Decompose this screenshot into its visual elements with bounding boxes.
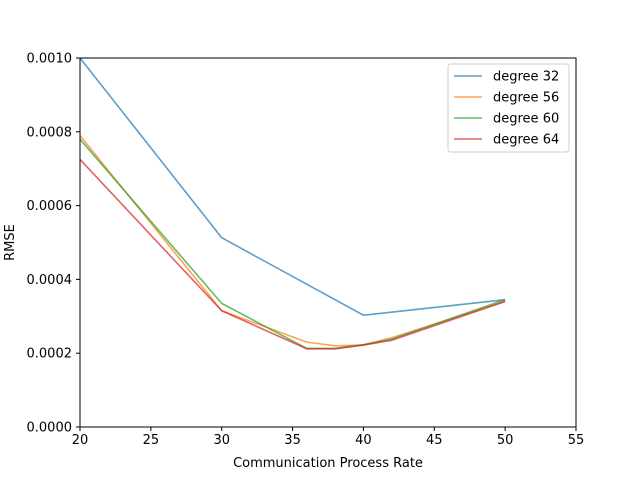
plot-frame — [79, 57, 577, 428]
y-tick-label: 0.0002 — [27, 347, 73, 362]
y-tick-label: 0.0010 — [27, 52, 73, 67]
x-tick-label: 25 — [143, 433, 160, 448]
x-tick-label: 55 — [568, 433, 585, 448]
legend: degree 32 degree 56 degree 60 degree 64 — [447, 63, 570, 153]
y-tick-label: 0.0004 — [27, 273, 73, 288]
y-axis: 0.0000 0.0002 0.0004 0.0006 0.0008 0.0010 — [27, 52, 80, 436]
x-tick-label: 35 — [284, 433, 301, 448]
x-tick-label: 40 — [355, 433, 372, 448]
y-tick-label: 0.0006 — [27, 199, 73, 214]
series-line-3 — [79, 138, 506, 350]
x-axis-label: Communication Process Rate — [233, 456, 423, 471]
x-tick-label: 20 — [72, 433, 89, 448]
y-tick-label: 0.0008 — [27, 125, 73, 140]
series-layer — [79, 57, 506, 350]
y-axis-label: RMSE — [3, 224, 18, 261]
legend-label-2: degree 56 — [493, 91, 559, 106]
x-axis: 20 25 30 35 40 45 50 55 — [72, 427, 585, 448]
x-tick-label: 45 — [426, 433, 443, 448]
legend-label-1: degree 32 — [493, 70, 559, 85]
legend-box — [447, 63, 570, 153]
x-tick-label: 50 — [497, 433, 514, 448]
y-tick-label: 0.0000 — [27, 421, 73, 436]
series-line-2 — [79, 134, 506, 347]
legend-label-3: degree 60 — [493, 112, 559, 127]
series-line-4 — [79, 158, 506, 350]
legend-label-4: degree 64 — [493, 133, 559, 148]
series-line-1 — [79, 57, 506, 316]
x-tick-label: 30 — [213, 433, 230, 448]
